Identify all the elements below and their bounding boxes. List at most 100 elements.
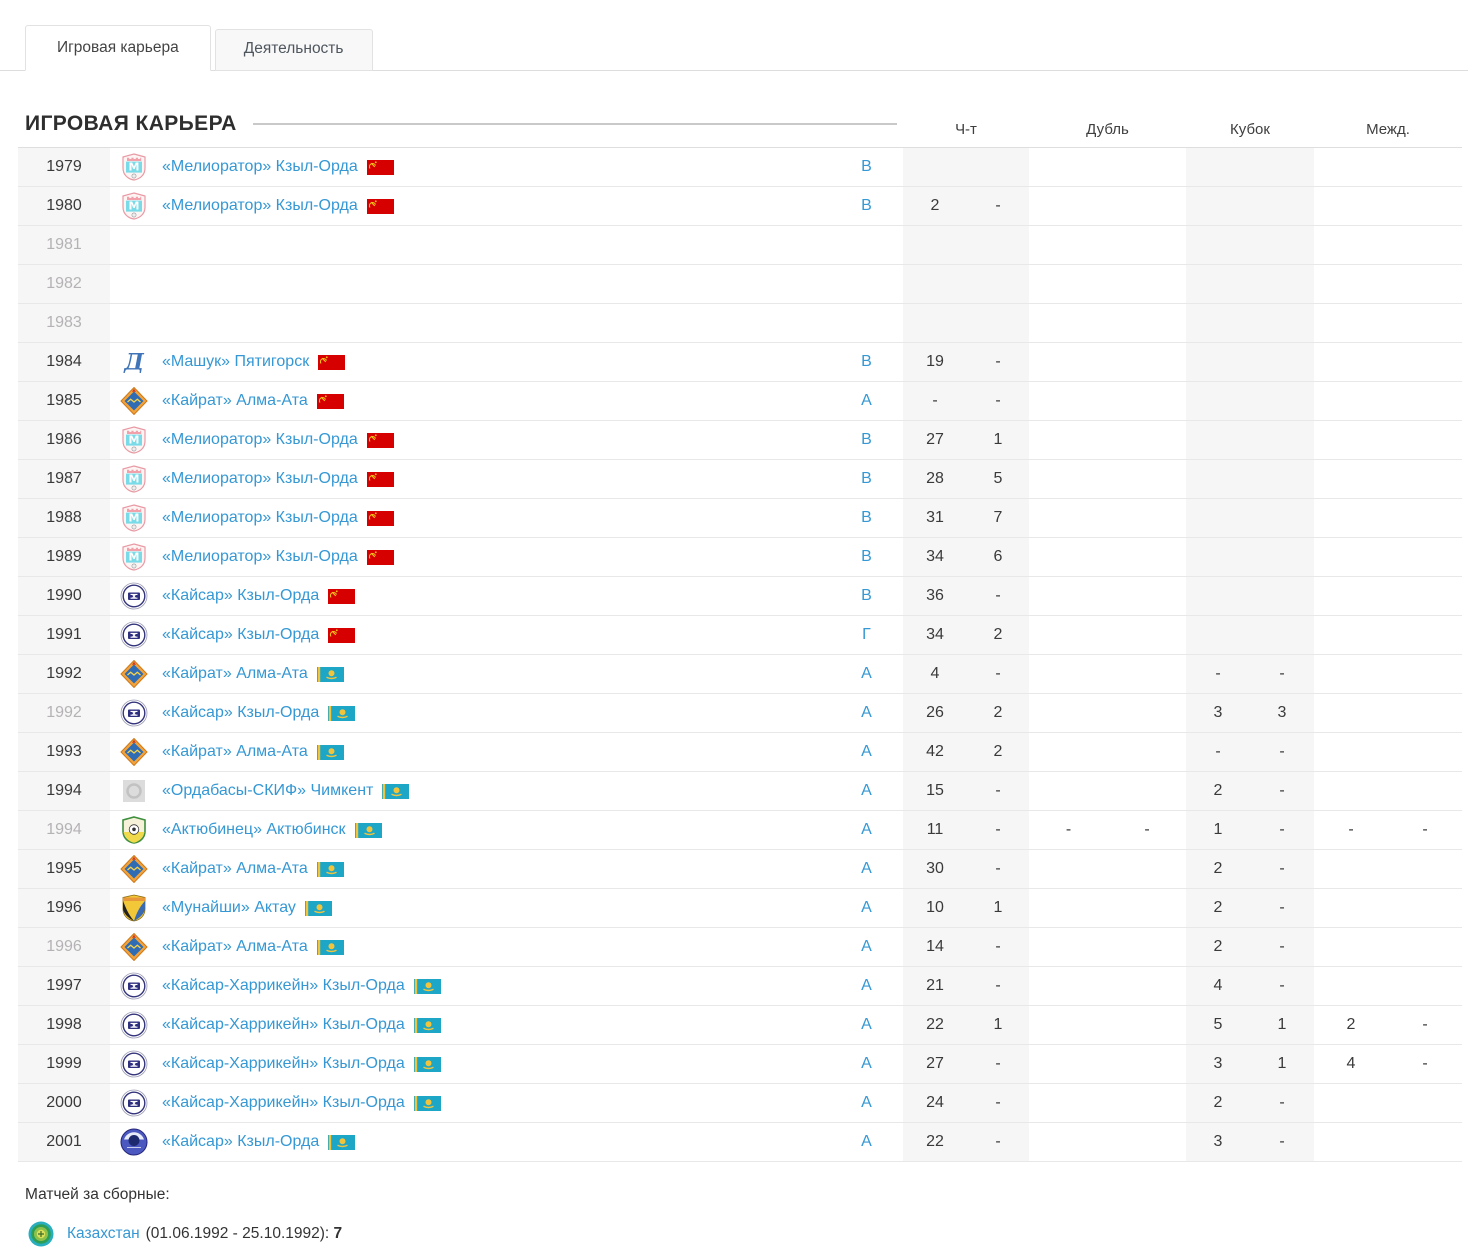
- stat-cell-cht-goals: -: [967, 1084, 1029, 1122]
- stat-cell-kubok-games: [1186, 616, 1250, 654]
- stat-cell-kubok-goals: [1250, 382, 1314, 420]
- stat-cell-dubl-goals: [1108, 1006, 1186, 1044]
- league-link[interactable]: А: [861, 1133, 872, 1150]
- club-link[interactable]: «Мелиоратор» Кзыл-Орда: [162, 431, 358, 448]
- column-header-dubl: Дубль: [1086, 121, 1129, 138]
- club-link[interactable]: «Кайсар-Харрикейн» Кзыл-Орда: [162, 1055, 405, 1072]
- club-cell: «Актюбинец» Актюбинск: [110, 811, 830, 849]
- league-link[interactable]: А: [861, 899, 872, 916]
- league-cell: В: [830, 148, 903, 186]
- stat-cell-mezhd-games: [1314, 655, 1388, 693]
- stat-cell-dubl-goals: [1108, 655, 1186, 693]
- league-cell: А: [830, 694, 903, 732]
- club-link[interactable]: «Кайсар» Кзыл-Орда: [162, 587, 320, 604]
- stat-cell-mezhd-goals: [1388, 460, 1462, 498]
- league-link[interactable]: А: [861, 665, 872, 682]
- league-cell: А: [830, 655, 903, 693]
- league-link[interactable]: А: [861, 704, 872, 721]
- league-cell: [830, 226, 903, 264]
- club-link[interactable]: «Машук» Пятигорск: [162, 353, 310, 370]
- stats-cells: 2-: [903, 187, 1462, 225]
- league-link[interactable]: Г: [862, 626, 871, 643]
- club-link[interactable]: «Кайрат» Алма-Ата: [162, 860, 308, 877]
- club-link[interactable]: «Кайсар-Харрикейн» Кзыл-Орда: [162, 1094, 405, 1111]
- league-link[interactable]: А: [861, 392, 872, 409]
- stat-cell-mezhd-goals: [1388, 226, 1462, 264]
- year-cell: 1992: [18, 655, 110, 693]
- league-link[interactable]: А: [861, 1016, 872, 1033]
- club-link[interactable]: «Кайрат» Алма-Ата: [162, 665, 308, 682]
- kazakhstan-flag-icon: [316, 744, 344, 760]
- aktobe-logo-icon: [120, 816, 148, 844]
- league-link[interactable]: А: [861, 743, 872, 760]
- league-link[interactable]: В: [861, 431, 872, 448]
- stat-cell-kubok-games: [1186, 226, 1250, 264]
- year-cell: 1992: [18, 694, 110, 732]
- stat-cell-mezhd-games: [1314, 460, 1388, 498]
- league-link[interactable]: А: [861, 782, 872, 799]
- league-link[interactable]: В: [861, 353, 872, 370]
- league-link[interactable]: А: [861, 938, 872, 955]
- club-link[interactable]: «Кайсар-Харрикейн» Кзыл-Орда: [162, 977, 405, 994]
- stat-cell-kubok-goals: 1: [1250, 1006, 1314, 1044]
- league-cell: А: [830, 1045, 903, 1083]
- table-row: 1981: [18, 226, 1462, 265]
- league-link[interactable]: В: [861, 509, 872, 526]
- league-link[interactable]: А: [861, 821, 872, 838]
- club-link[interactable]: «Мелиоратор» Кзыл-Орда: [162, 197, 358, 214]
- stat-cell-dubl-games: [1029, 343, 1108, 381]
- stat-cell-mezhd-games: 2: [1346, 1016, 1356, 1033]
- league-link[interactable]: В: [861, 197, 872, 214]
- stat-cell-mezhd-games: [1314, 343, 1388, 381]
- club-cell: «Кайрат» Алма-Ата: [110, 733, 830, 771]
- table-row: 1991 «Кайсар» Кзыл-Орда Г 34 2: [18, 616, 1462, 655]
- tab-playing-career[interactable]: Игровая карьера: [25, 25, 211, 71]
- tab-activity[interactable]: Деятельность: [214, 29, 373, 71]
- club-link[interactable]: «Кайсар» Кзыл-Орда: [162, 626, 320, 643]
- league-link[interactable]: В: [861, 548, 872, 565]
- club-link[interactable]: «Мелиоратор» Кзыл-Орда: [162, 158, 358, 175]
- club-link[interactable]: «Мелиоратор» Кзыл-Орда: [162, 470, 358, 487]
- club-cell: «Кайсар-Харрикейн» Кзыл-Орда: [110, 1045, 830, 1083]
- stat-cell-kubok-games: 5: [1186, 1006, 1250, 1044]
- club-link[interactable]: «Ордабасы-СКИФ» Чимкент: [162, 782, 374, 799]
- stat-cell-kubok-games: 2: [1186, 928, 1250, 966]
- club-link[interactable]: «Мунайши» Актау: [162, 899, 296, 916]
- stat-cell-dubl-games: [1029, 1006, 1108, 1044]
- stats-cells: 34 2: [903, 616, 1462, 654]
- stat-cell-kubok-goals: 3: [1250, 694, 1314, 732]
- stat-cell-mezhd-goals: [1388, 343, 1462, 381]
- ussr-flag-icon: [328, 627, 356, 643]
- club-link[interactable]: «Кайсар» Кзыл-Орда: [162, 704, 320, 721]
- club-link[interactable]: «Мелиоратор» Кзыл-Орда: [162, 548, 358, 565]
- stat-cell-mezhd-games: 4: [1346, 1055, 1356, 1072]
- club-link[interactable]: «Кайрат» Алма-Ата: [162, 743, 308, 760]
- stats-cells: 21-4-: [903, 967, 1462, 1005]
- league-link[interactable]: А: [861, 1094, 872, 1111]
- league-link[interactable]: А: [861, 977, 872, 994]
- club-link[interactable]: «Мелиоратор» Кзыл-Орда: [162, 509, 358, 526]
- stat-cell-kubok-games: [1186, 382, 1250, 420]
- league-link[interactable]: В: [861, 470, 872, 487]
- national-team-entry: Казахстан (01.06.1992 - 25.10.1992): 7: [28, 1221, 1462, 1247]
- club-link[interactable]: «Актюбинец» Актюбинск: [162, 821, 346, 838]
- league-link[interactable]: В: [861, 158, 872, 175]
- league-link[interactable]: А: [861, 860, 872, 877]
- stat-cell-mezhd-goals: -: [1422, 821, 1428, 838]
- stat-cell-kubok-goals: [1250, 148, 1314, 186]
- club-link[interactable]: «Кайсар-Харрикейн» Кзыл-Орда: [162, 1016, 405, 1033]
- club-link[interactable]: «Кайсар» Кзыл-Орда: [162, 1133, 320, 1150]
- ussr-flag-icon: [328, 588, 356, 604]
- club-link[interactable]: «Кайрат» Алма-Ата: [162, 392, 308, 409]
- club-cell: «Мунайши» Актау: [110, 889, 830, 927]
- stat-cell-dubl-games: [1029, 1084, 1108, 1122]
- stat-cell-kubok-games: [1186, 538, 1250, 576]
- stat-cell-mezhd-games: [1314, 1123, 1388, 1161]
- ussr-flag-icon: [366, 198, 394, 214]
- national-team-link[interactable]: Казахстан: [67, 1225, 140, 1242]
- stats-cells: 11- - -1- - -: [903, 811, 1462, 849]
- league-link[interactable]: А: [861, 1055, 872, 1072]
- stat-cell-cht-goals: [967, 265, 1029, 303]
- league-link[interactable]: В: [861, 587, 872, 604]
- club-link[interactable]: «Кайрат» Алма-Ата: [162, 938, 308, 955]
